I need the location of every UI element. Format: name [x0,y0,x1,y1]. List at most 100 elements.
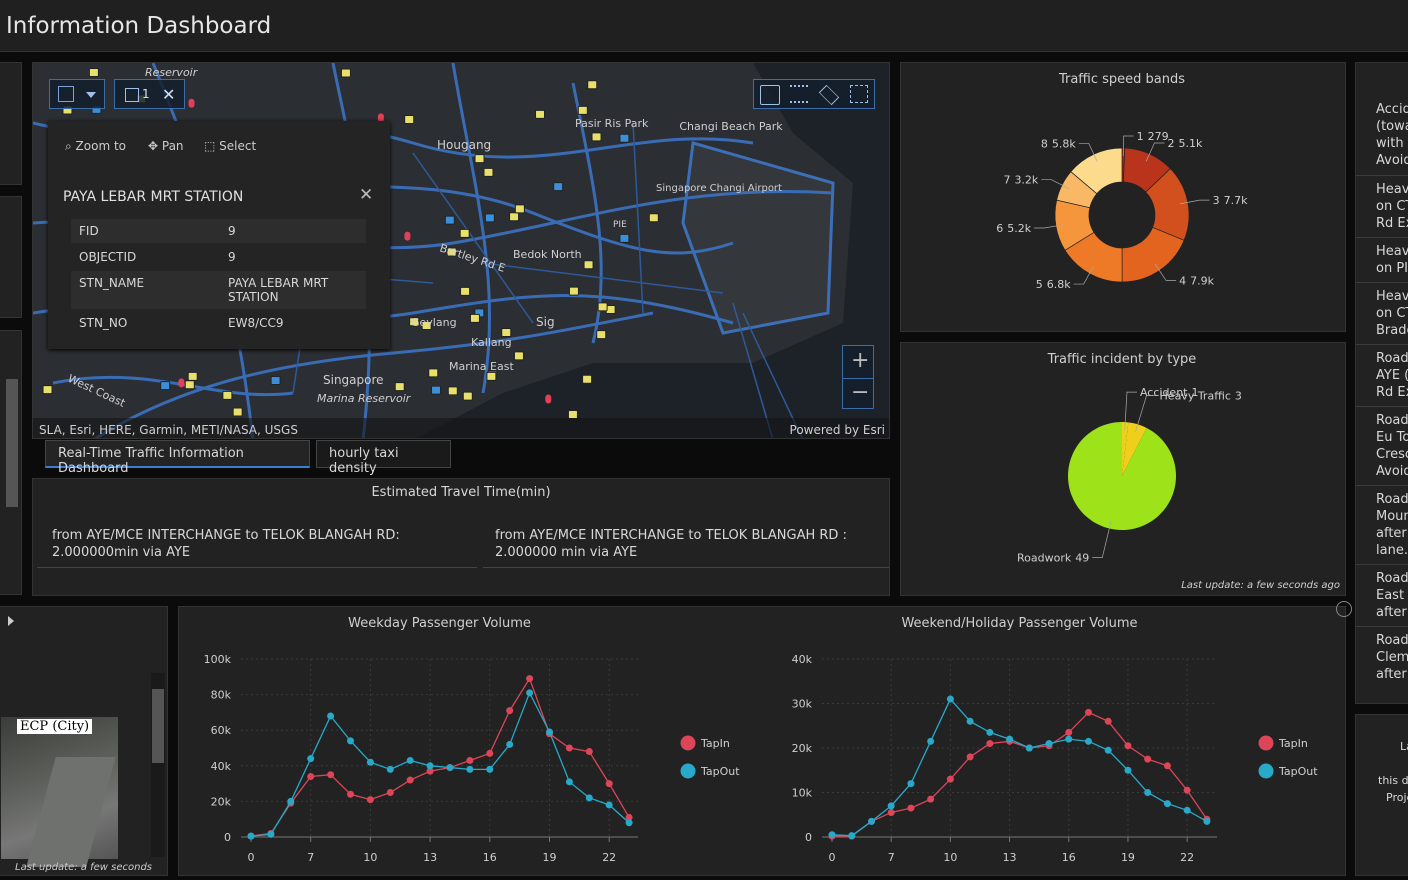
taxi-marker[interactable] [596,330,607,340]
camera-marker[interactable] [444,215,455,225]
popup-tool[interactable]: ⌕ Zoom to [65,139,127,153]
taxi-marker[interactable] [340,68,351,78]
taxi-marker[interactable] [232,407,243,417]
taxi-marker[interactable] [409,317,420,327]
expand-icon[interactable] [8,616,14,626]
fullscreen-button[interactable] [1336,601,1352,617]
popup-close[interactable]: ✕ [359,185,374,205]
popup-tool[interactable]: ✥ Pan [148,139,184,153]
taxi-marker[interactable] [421,321,432,331]
incident-item[interactable]: Road AYE (Rd Ex [1376,350,1408,401]
taxi-marker[interactable] [648,213,659,223]
popup: ⌕ Zoom to ✥ Pan ⬚ Select PAYA LEBAR MRT … [48,121,390,349]
taxi-marker[interactable] [446,247,457,257]
taxi-marker[interactable] [509,212,520,222]
incident-marker[interactable] [404,231,411,241]
travel-time-panel: Estimated Travel Time(min) from AYE/MCE … [32,478,890,596]
incident-item[interactable]: Road Moun after lane. [1376,491,1408,559]
taxi-marker[interactable] [88,68,99,78]
incident-text: after [1376,667,1407,682]
layers-button[interactable] [818,84,840,106]
popup-tool-label: Select [219,139,257,153]
incident-panel [900,342,1346,596]
camera-marker[interactable] [619,233,630,243]
incident-item[interactable]: Heav on CT Rd Ex [1376,181,1408,232]
divider [483,567,889,568]
divider [1356,406,1408,407]
taxi-marker[interactable] [577,105,588,115]
incident-marker[interactable] [545,394,552,404]
taxi-marker[interactable] [469,313,480,323]
taxi-marker[interactable] [428,368,439,378]
basemap-button[interactable] [850,85,868,103]
taxi-marker[interactable] [184,380,195,390]
field-name: FID [79,224,99,238]
select-tool-button[interactable] [49,79,105,109]
tab[interactable]: hourly taxi density [316,440,451,476]
taxi-marker[interactable] [404,115,415,125]
incident-marker[interactable] [188,98,195,108]
taxi-marker[interactable] [582,374,593,384]
camera-image[interactable]: ECP (City) [1,717,118,867]
zoom-in[interactable]: + [851,348,870,373]
incident-marker[interactable] [178,378,185,388]
home-button[interactable] [760,85,780,105]
taxi-marker[interactable] [222,390,233,400]
taxi-marker[interactable] [501,328,512,338]
taxi-marker[interactable] [568,286,579,296]
taxi-marker[interactable] [462,391,473,401]
taxi-marker[interactable] [597,302,608,312]
scrollbar[interactable] [6,379,18,507]
taxi-marker[interactable] [460,286,471,296]
camera-marker[interactable] [270,376,281,386]
taxi-marker[interactable] [514,204,525,214]
powered-by[interactable]: Powered by Esri [790,423,885,437]
taxi-marker[interactable] [583,260,594,270]
taxi-marker[interactable] [587,80,598,90]
taxi-marker[interactable] [187,371,198,381]
taxi-marker[interactable] [474,154,485,164]
incident-marker[interactable] [377,113,384,123]
taxi-marker[interactable] [486,371,497,381]
incident-item[interactable]: Heav on PI [1376,243,1408,277]
road [26,757,116,867]
incident-text: Avoid [1376,153,1408,168]
incident-item[interactable]: Road East C after [1376,570,1408,621]
taxi-marker[interactable] [567,409,578,419]
divider [1356,485,1408,486]
incident-item[interactable]: Road Eu To Cresc Avoid [1376,412,1408,480]
taxi-marker[interactable] [447,386,458,396]
camera-marker[interactable] [553,182,564,192]
popup-tool[interactable]: ⬚ Select [204,139,257,153]
taxi-marker[interactable] [394,382,405,392]
camera-marker[interactable] [431,385,442,395]
taxi-marker[interactable] [591,132,602,142]
clear-icon[interactable]: ✕ [162,85,176,104]
taxi-marker[interactable] [483,167,494,177]
icon [58,86,74,102]
map[interactable]: Reservoir Hougang Pasir Ris Park Changi … [32,62,890,439]
scroll-track [151,673,165,857]
attribution-bar [33,418,889,438]
camera-label: ECP (City) [17,719,93,734]
taxi-marker[interactable] [535,109,546,119]
camera-marker[interactable] [160,381,171,391]
incident-item[interactable]: Road Clem after [1376,632,1408,683]
markers [42,68,659,419]
incident-item[interactable]: Heav on CT Brade [1376,288,1408,339]
incident-text: Road [1376,571,1408,586]
icon [125,88,139,102]
incident-item[interactable]: Accid (towa with c Avoid [1376,101,1408,169]
camera-marker[interactable] [619,133,630,143]
taxi-marker[interactable] [513,351,524,361]
tab-active[interactable]: Real-Time Traffic Information Dashboard [45,440,310,476]
popup-title: PAYA LEBAR MRT STATION [63,189,244,205]
selection-count-button[interactable]: 1 ✕ [114,79,185,109]
legend-button[interactable] [790,85,808,103]
zoom-out[interactable]: − [851,380,870,405]
taxi-marker[interactable] [459,228,470,238]
taxi-marker[interactable] [42,385,53,395]
camera-marker[interactable] [484,213,495,223]
scrollbar[interactable] [152,689,164,763]
